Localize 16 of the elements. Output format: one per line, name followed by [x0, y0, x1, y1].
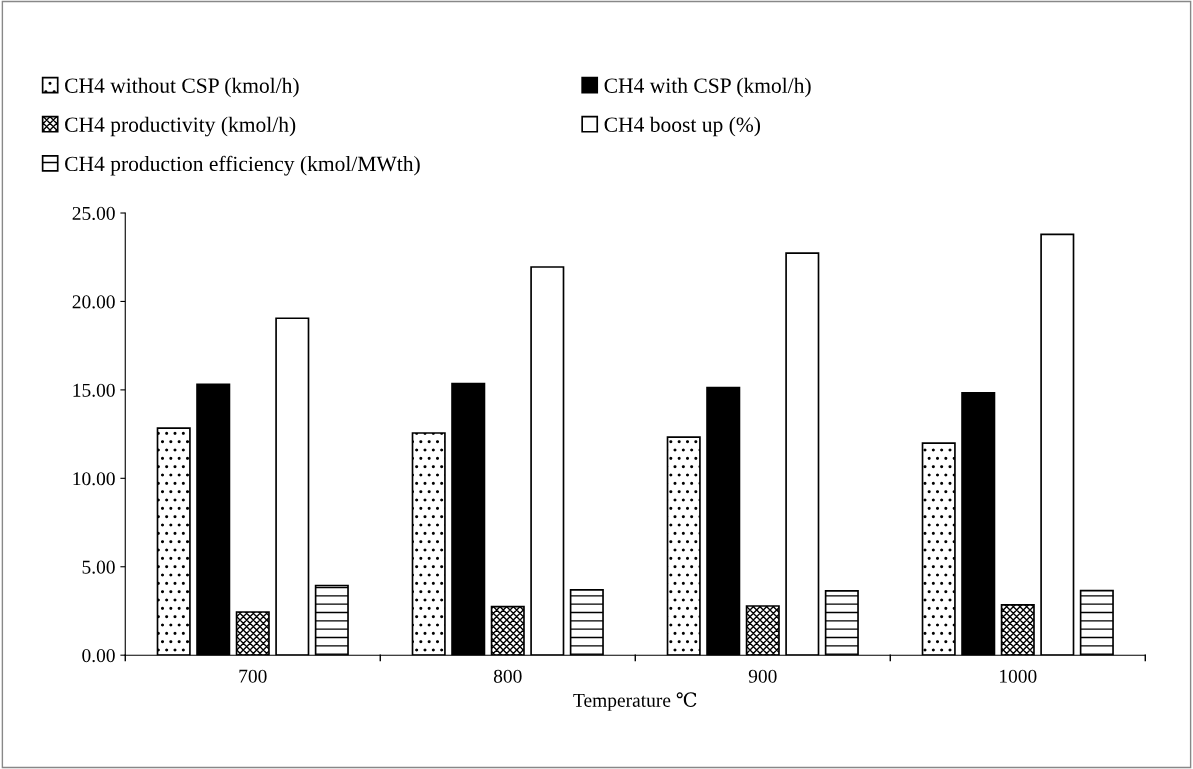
legend-label: CH4 with CSP (kmol/h) [604, 77, 811, 98]
x-tick-label: 1000 [1000, 669, 1037, 683]
y-tick-label: 15.00 [73, 383, 115, 397]
x-tick-label: 900 [748, 669, 777, 683]
legend-label: CH4 production efficiency (kmol/MWth) [65, 155, 420, 176]
y-tick-label: 20.00 [72, 295, 115, 309]
x-tick-label: 700 [239, 669, 267, 683]
x-tick-label: 800 [493, 669, 522, 683]
y-tick-label: 25.00 [72, 206, 115, 221]
legend-label: CH4 boost up (%) [604, 116, 761, 137]
y-tick-label: 10.00 [73, 472, 115, 486]
y-tick-label: 5.00 [82, 560, 115, 574]
x-axis-title: Temperature ℃ [573, 692, 697, 711]
legend-label: CH4 without CSP (kmol/h) [65, 77, 299, 98]
y-tick-label: 0.00 [82, 649, 115, 663]
legend-label: CH4 productivity (kmol/h) [65, 116, 296, 137]
